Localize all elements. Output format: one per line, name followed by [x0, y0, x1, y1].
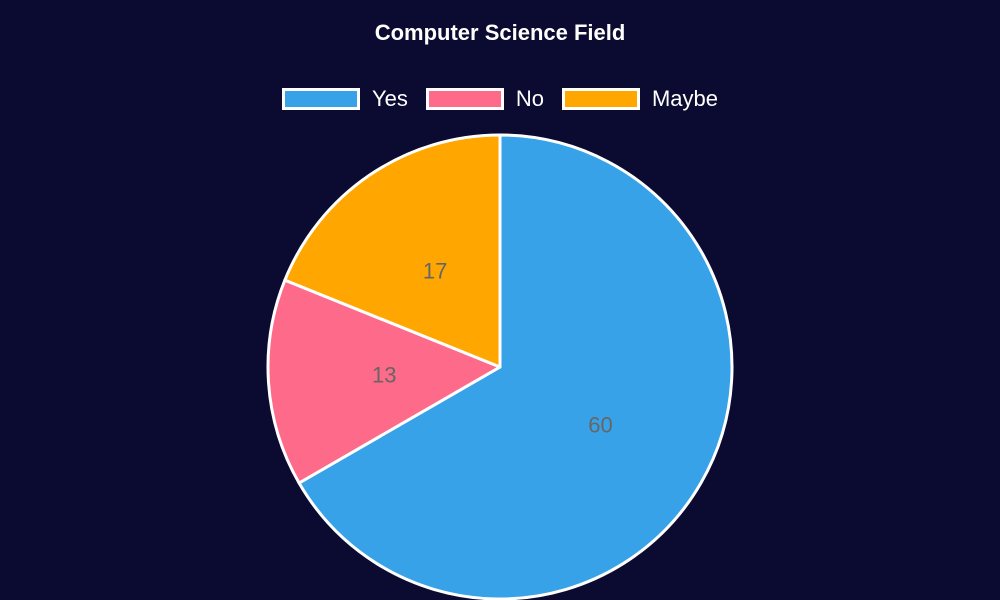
data-label-maybe: 17	[423, 258, 447, 283]
pie-slice-yes[interactable]	[297, 133, 734, 600]
data-label-yes: 60	[588, 413, 612, 438]
legend-label-no: No	[515, 86, 544, 111]
pie-slice-no[interactable]	[266, 278, 502, 485]
pie-slice-maybe[interactable]	[283, 133, 502, 369]
legend-item-maybe[interactable]: Maybe	[561, 86, 719, 112]
legend-label-maybe: Maybe	[651, 86, 719, 111]
chart-title: Computer Science Field	[374, 20, 626, 45]
legend-label-yes: Yes	[371, 86, 408, 111]
data-label-no: 13	[372, 363, 396, 388]
chart-legend: Yes No Maybe	[0, 86, 1000, 112]
legend-swatch-yes	[281, 88, 360, 110]
legend-swatch-no	[425, 88, 504, 110]
legend-swatch-maybe	[561, 88, 640, 110]
legend-item-no[interactable]: No	[425, 86, 544, 112]
legend-item-yes[interactable]: Yes	[281, 86, 408, 112]
